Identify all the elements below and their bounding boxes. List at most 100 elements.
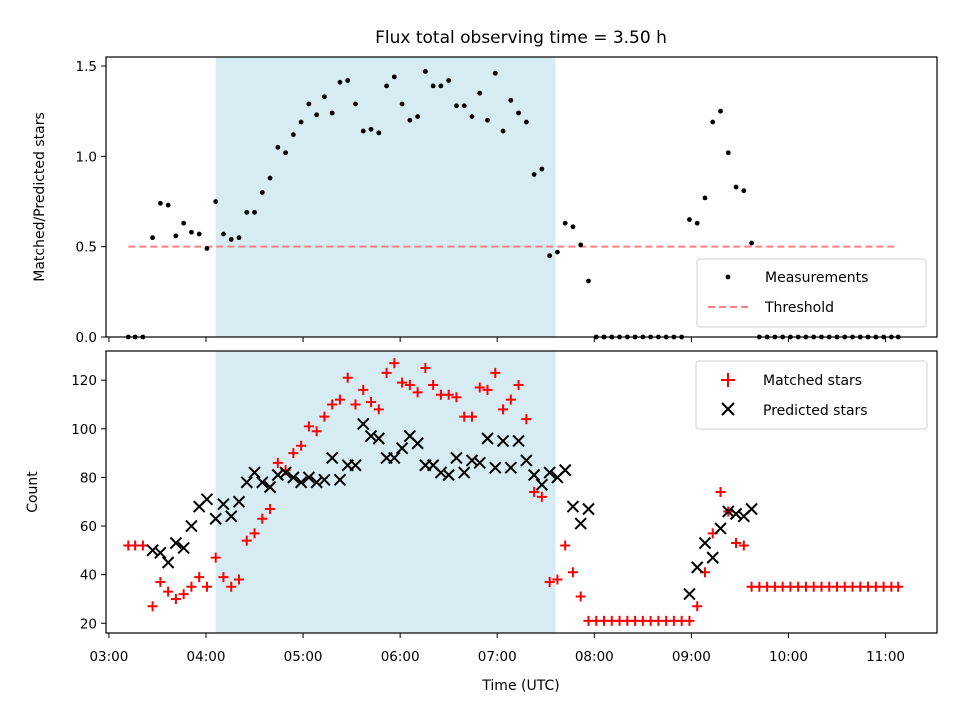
matched-star-point — [443, 389, 454, 400]
measurement-point — [531, 172, 537, 177]
matched-star-point — [529, 487, 540, 497]
matched-star-point — [194, 572, 205, 583]
matched-star-point — [397, 377, 408, 388]
bottom-legend: Matched stars Predicted stars — [695, 360, 928, 430]
measurement-point — [150, 235, 155, 241]
matched-star-point — [186, 581, 197, 592]
measurement-point — [485, 117, 490, 123]
matched-star-point — [893, 581, 904, 592]
matched-star-point — [490, 367, 501, 378]
measurement-point — [157, 200, 163, 206]
measurement-point — [329, 110, 335, 116]
bottom-legend-box — [695, 360, 928, 430]
matched-star-point — [137, 540, 148, 551]
matched-star-point — [311, 426, 322, 437]
measurement-point — [718, 108, 723, 114]
predicted-star-point — [200, 493, 214, 506]
matched-star-point — [692, 601, 703, 612]
top-x-ticks — [108, 337, 887, 342]
measurement-point — [586, 278, 591, 284]
matched-star-point — [155, 576, 166, 587]
matched-star-point — [249, 528, 260, 539]
measurement-point — [165, 202, 171, 208]
predicted-star-point — [294, 476, 308, 489]
matched-star-point — [544, 576, 555, 587]
measurement-point — [376, 130, 382, 136]
measurement-point — [516, 110, 521, 116]
predicted-star-point — [154, 546, 167, 559]
legend-predicted-label: Predicted stars — [763, 403, 868, 419]
matched-star-point — [366, 397, 377, 408]
matched-star-point — [715, 487, 726, 497]
matched-star-point — [466, 411, 477, 422]
matched-star-point — [241, 535, 252, 546]
predicted-star-point — [263, 480, 277, 494]
top-shaded-interval — [215, 57, 556, 337]
bottom-y-axis-label: Count — [25, 471, 41, 513]
measurement-point — [306, 101, 312, 107]
predicted-star-point — [256, 476, 269, 489]
measurement-point — [283, 150, 288, 156]
bottom-x-tick-label: 05:00 — [284, 649, 323, 665]
bottom-x-tick-label: 10:00 — [769, 649, 808, 665]
predicted-star-point — [683, 587, 696, 601]
measurement-point — [204, 246, 210, 251]
predicted-star-point — [185, 519, 198, 533]
legend-threshold-label: Threshold — [764, 300, 834, 316]
measurement-point — [741, 188, 747, 194]
measurement-point — [555, 249, 560, 255]
predicted-star-point — [372, 432, 386, 445]
matched-star-point — [288, 448, 299, 459]
measurement-point — [733, 184, 739, 190]
measurement-point — [314, 112, 320, 118]
measurement-point — [252, 209, 257, 215]
matched-star-point — [474, 382, 485, 393]
matched-star-point — [226, 581, 237, 592]
measurement-point — [500, 128, 506, 134]
measurement-point — [236, 235, 242, 241]
bottom-axes-frame — [105, 350, 938, 634]
predicted-star-point — [543, 466, 556, 479]
bottom-shaded-interval — [215, 351, 556, 633]
predicted-star-point — [745, 502, 758, 516]
predicted-star-point — [566, 500, 580, 513]
matched-star-point — [552, 574, 563, 585]
measurement-point — [523, 119, 529, 125]
measurement-point — [181, 220, 187, 226]
bottom-x-tick-label: 07:00 — [478, 649, 517, 665]
measurement-point — [578, 242, 584, 248]
predicted-star-point — [558, 463, 572, 477]
measurement-point — [298, 119, 304, 125]
matched-star-point — [684, 615, 695, 626]
measurement-point — [438, 83, 444, 89]
predicted-star-point — [698, 536, 712, 550]
legend-measurements-label: Measurements — [765, 270, 868, 286]
matched-star-point — [272, 457, 283, 468]
matched-star-point — [327, 399, 338, 410]
matched-star-point — [296, 440, 307, 451]
predicted-star-point — [357, 417, 370, 431]
predicted-star-point — [722, 505, 735, 518]
measurement-point — [710, 119, 716, 125]
measurement-point — [259, 190, 265, 195]
bottom-x-tick-label: 04:00 — [187, 649, 226, 665]
top-y-axis-label: Matched/Predicted stars — [32, 112, 48, 282]
top-y-tick-label: 0.0 — [76, 330, 97, 346]
predicted-star-point — [512, 434, 525, 448]
predicted-star-point — [240, 476, 253, 489]
measurement-point — [267, 175, 273, 181]
measurement-point — [368, 126, 374, 132]
measurement-point — [275, 144, 281, 150]
measurement-point — [173, 233, 179, 239]
measurement-point — [508, 97, 514, 103]
predicted-star-point — [271, 468, 285, 482]
matched-star-point — [567, 567, 578, 578]
predicted-star-point — [232, 495, 246, 508]
matched-star-point — [319, 411, 330, 422]
bottom-y-tick-label: 100 — [71, 422, 97, 438]
predicted-star-point — [388, 451, 401, 465]
matched-star-point — [334, 394, 345, 405]
matched-star-point — [303, 421, 314, 432]
predicted-star-point — [169, 536, 183, 550]
